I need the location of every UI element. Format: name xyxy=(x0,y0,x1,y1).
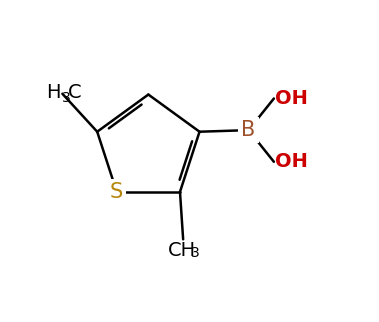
Text: 3: 3 xyxy=(191,246,200,260)
Text: CH: CH xyxy=(168,241,196,260)
Text: 3: 3 xyxy=(62,90,70,105)
Text: OH: OH xyxy=(276,152,309,171)
Text: C: C xyxy=(68,83,81,102)
Text: OH: OH xyxy=(276,89,309,108)
Text: B: B xyxy=(241,120,256,140)
Text: S: S xyxy=(110,182,124,202)
Text: H: H xyxy=(46,83,61,102)
